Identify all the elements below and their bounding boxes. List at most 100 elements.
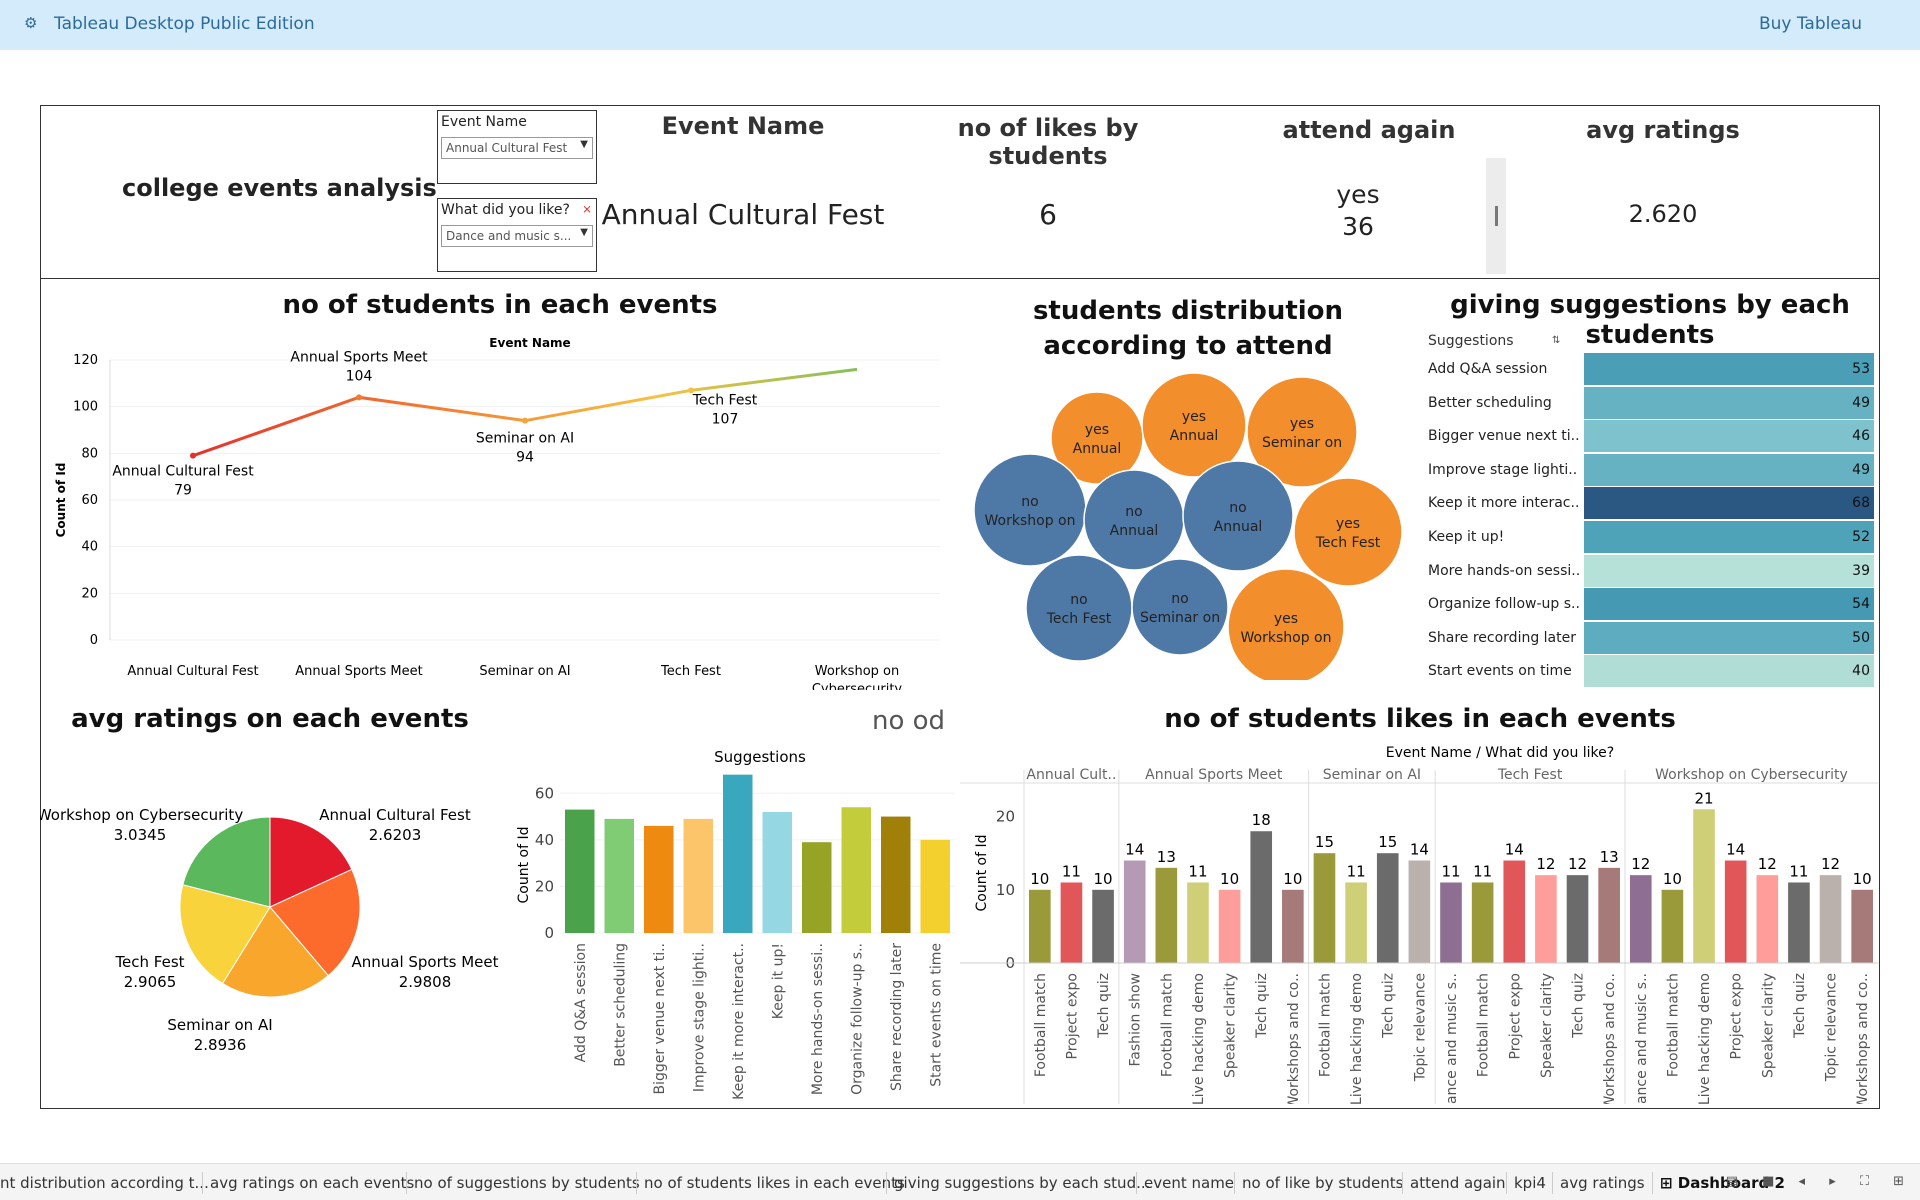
- bubble-chart[interactable]: yes Annual yes Annual yes Seminar on no Worksho…: [968, 360, 1408, 680]
- bubble-chart-title: students distribution according to atten…: [1032, 296, 1344, 361]
- table-row[interactable]: Start events on time 40: [1420, 655, 1874, 688]
- sheet-tab[interactable]: nt distribution according t...: [0, 1174, 209, 1192]
- bubble-label: Workshop on: [1241, 630, 1332, 646]
- x-tick-label: Topic relevance: [1824, 973, 1840, 1082]
- table-row[interactable]: Better scheduling 49: [1420, 386, 1874, 419]
- sheet-tab[interactable]: kpi4: [1514, 1174, 1546, 1192]
- row-label: Better scheduling: [1428, 394, 1552, 411]
- bar: [1376, 853, 1399, 963]
- bubble: [1246, 376, 1358, 488]
- line-chart[interactable]: Event Name Count of Id 0 20 40 60 80 100 120 Annu…: [40, 330, 960, 690]
- data-label-value: 79: [174, 483, 192, 499]
- slice-value: 3.0345: [114, 826, 167, 844]
- sheet-tab[interactable]: no of like by students: [1242, 1174, 1404, 1192]
- table-row[interactable]: Keep it up! 52: [1420, 521, 1874, 553]
- x-tick-label: Tech quiz: [1381, 973, 1397, 1039]
- tableau-icon: ⚙: [24, 14, 38, 32]
- top-bar: ⚙ Tableau Desktop Public Edition Buy Tab…: [0, 0, 1920, 50]
- x-tick-label: Bigger venue next ti..: [652, 943, 668, 1095]
- x-tick-label: Tech quiz: [1096, 973, 1112, 1039]
- chevron-down-icon: ▼: [580, 139, 588, 150]
- row-label: More hands-on sessi..: [1428, 562, 1581, 579]
- pie-chart[interactable]: Annual Cultural Fest 2.6203 Annual Sports …: [40, 790, 510, 1070]
- sheet-tab[interactable]: avg ratings: [1560, 1174, 1645, 1192]
- sheet-tab[interactable]: no of suggestions by students: [414, 1174, 640, 1192]
- bar-value-label: 10: [1220, 870, 1239, 888]
- bar-value-label: 10: [1853, 870, 1872, 888]
- clear-filter-icon[interactable]: ⨯: [581, 202, 592, 216]
- chart-header: Suggestions: [714, 748, 806, 766]
- kpi-scrollbar[interactable]: [1486, 158, 1506, 274]
- x-tick-label: Workshop on: [815, 664, 899, 679]
- group-label: Seminar on AI: [1323, 767, 1421, 783]
- tab-separator: [636, 1172, 637, 1194]
- table-row[interactable]: Organize follow-up s.. 54: [1420, 588, 1874, 621]
- table-row[interactable]: Share recording later 50: [1420, 621, 1874, 654]
- navigation-icons[interactable]: ▤ ■ ◂ ▸ ⛶ ⊞: [1725, 1174, 1914, 1189]
- what-did-you-like-filter: What did you like? ⨯ Dance and music s..…: [437, 198, 597, 272]
- table-row[interactable]: More hands-on sessi.. 39: [1420, 554, 1874, 587]
- sheet-tab[interactable]: avg ratings on each events: [210, 1174, 415, 1192]
- bar: [1313, 853, 1336, 963]
- bar: [565, 809, 595, 933]
- bar-value-label: 12: [1536, 855, 1555, 873]
- buy-tableau-link[interactable]: Buy Tableau: [1758, 14, 1862, 34]
- sheet-tab-bar: nt distribution according t... avg rating…: [0, 1163, 1920, 1200]
- row-value: 49: [1852, 461, 1870, 478]
- sort-icon[interactable]: ⇅: [1552, 335, 1561, 346]
- row-label: Bigger venue next ti..: [1428, 428, 1580, 445]
- bar: [1471, 882, 1494, 963]
- sheet-tab[interactable]: no of students likes in each events: [644, 1174, 905, 1192]
- x-tick-label: Live hacking demo: [1191, 973, 1207, 1104]
- likes-bar-chart[interactable]: Event Name / What did you like? Count of …: [960, 740, 1880, 1104]
- y-tick-label: 0: [544, 924, 554, 942]
- bar: [1029, 889, 1051, 963]
- y-tick-label: 20: [996, 808, 1015, 826]
- sheet-tab[interactable]: attend again: [1410, 1174, 1506, 1192]
- bar: [1851, 889, 1873, 963]
- row-value: 54: [1852, 596, 1870, 613]
- y-tick-label: 100: [73, 400, 98, 415]
- dashboard-title: college events analysis: [122, 174, 437, 202]
- x-tick-label: Keep it more interact..: [731, 943, 747, 1100]
- bar: [841, 807, 871, 933]
- heat-cell: 68: [1584, 487, 1874, 520]
- table-row[interactable]: Keep it more interac.. 68: [1420, 487, 1874, 520]
- sheet-tab[interactable]: event name: [1144, 1174, 1235, 1192]
- line-point: [190, 452, 196, 459]
- what-did-you-like-select[interactable]: Dance and music s... ▼: [441, 225, 593, 247]
- suggestions-bar-chart[interactable]: Suggestions Count of Id 0 20 40 60 Add Q&A ses…: [500, 740, 960, 1100]
- table-row[interactable]: Improve stage lighti.. 49: [1420, 453, 1874, 486]
- tab-separator: [1234, 1172, 1235, 1194]
- bar-value-label: 14: [1726, 841, 1745, 859]
- x-tick-label: Add Q&A session: [573, 943, 589, 1062]
- line-point: [688, 387, 694, 394]
- bar-value-label: 12: [1821, 855, 1840, 873]
- group-label: Annual Sports Meet: [1145, 767, 1283, 783]
- pie-chart-title: avg ratings on each events: [71, 704, 469, 734]
- x-tick-label: Organize follow-up s..: [849, 943, 865, 1095]
- heat-cell: 53: [1584, 353, 1874, 385]
- filter-label: Event Name: [441, 114, 527, 130]
- bar-value-label: 12: [1758, 855, 1777, 873]
- y-axis-label: Count of Id: [974, 835, 990, 912]
- bubble-label: no: [1171, 591, 1188, 607]
- row-value: 39: [1852, 562, 1870, 579]
- bar: [1788, 882, 1810, 963]
- sheet-tab[interactable]: giving suggestions by each stud...: [894, 1174, 1151, 1192]
- sheet-tab[interactable]: ⊞ Dashboard 2: [1660, 1174, 1785, 1192]
- dashboard-header-row: [40, 105, 1880, 279]
- heat-cell: 39: [1584, 554, 1874, 587]
- bar-value-label: 10: [1663, 870, 1682, 888]
- row-label: Keep it up!: [1428, 529, 1505, 545]
- x-tick-label: Seminar on AI: [479, 664, 570, 679]
- event-name-select[interactable]: Annual Cultural Fest ▼: [441, 137, 593, 159]
- table-row[interactable]: Bigger venue next ti.. 46: [1420, 420, 1874, 453]
- bubble-label: no: [1070, 592, 1087, 608]
- kpi-attend-again-value: 36: [1342, 212, 1374, 241]
- bubble: [1182, 460, 1294, 572]
- y-tick-label: 40: [535, 831, 554, 849]
- x-tick-label: Tech quiz: [1571, 973, 1587, 1039]
- x-tick-label: Dance and music s..: [1634, 973, 1650, 1104]
- table-row[interactable]: Add Q&A session 53: [1420, 353, 1874, 385]
